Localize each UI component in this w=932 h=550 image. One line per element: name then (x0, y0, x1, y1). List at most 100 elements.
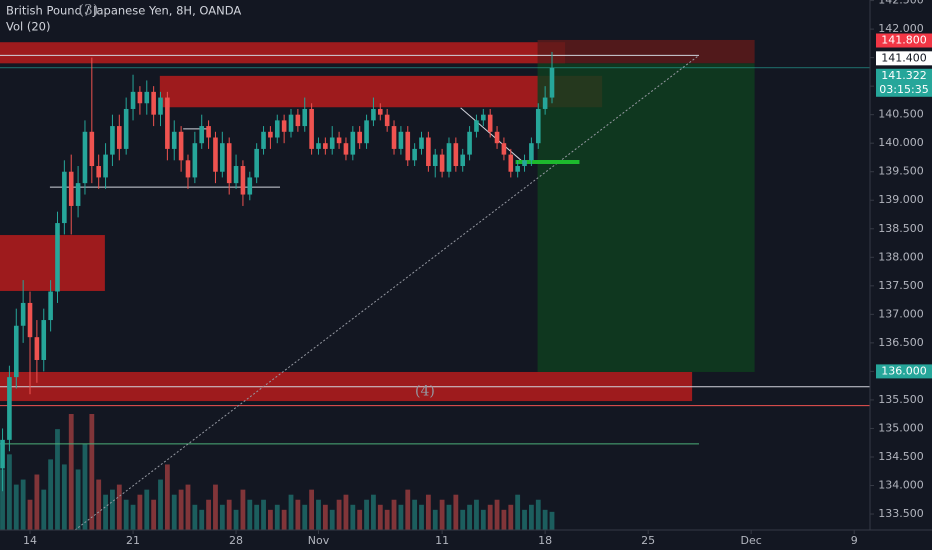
volume-bar (96, 479, 102, 530)
candle-body (41, 320, 47, 360)
candle-body (144, 91, 150, 104)
candle-body (460, 154, 466, 167)
volume-bar (419, 504, 424, 530)
y-tick-label: 133.500 (878, 507, 924, 520)
candle-body (535, 108, 541, 144)
y-tick-label: 137.000 (878, 307, 924, 320)
volume-bar (350, 504, 356, 530)
volume-bar (460, 509, 466, 530)
volume-bar (171, 494, 177, 530)
price-label: 141.400 (881, 51, 927, 64)
candle-body (130, 91, 136, 109)
candle-body (336, 137, 342, 144)
volume-bar (219, 504, 225, 530)
candle-body (261, 131, 266, 149)
volume-bar (192, 504, 198, 530)
candle-body (68, 171, 74, 206)
candle-body (302, 108, 308, 127)
volume-bar (329, 509, 335, 530)
volume-bar (281, 509, 287, 530)
volume-bar (89, 414, 95, 530)
candle-body (103, 154, 108, 178)
volume-bar (302, 504, 308, 530)
zone (537, 39, 755, 64)
candle-body (123, 108, 129, 149)
candle-body (350, 131, 356, 155)
candle-body (467, 131, 472, 155)
candle-body (419, 137, 424, 149)
volume-bar (405, 489, 411, 530)
candle-body (377, 108, 383, 115)
x-tick-label: 9 (851, 534, 858, 547)
volume-bar (144, 489, 150, 530)
candle-body (494, 131, 500, 144)
volume-bar (82, 444, 88, 530)
volume-bar (501, 509, 507, 530)
volume-bar (432, 509, 438, 530)
candle-body (34, 337, 40, 360)
volume-bar (130, 504, 136, 530)
candle-body (75, 183, 81, 206)
candle-body (117, 126, 122, 149)
price-label: 141.800 (881, 34, 927, 47)
candle-body (27, 302, 33, 338)
volume-bar (34, 474, 40, 530)
volume-bar (336, 499, 342, 530)
chart-title: British Pound / Japanese Yen, 8H, OANDA (6, 4, 241, 18)
volume-bar (0, 469, 5, 530)
volume-bar (474, 499, 479, 530)
volume-bar (274, 504, 280, 530)
candle-body (501, 143, 507, 155)
candle-body (316, 143, 321, 149)
volume-bar (20, 479, 26, 530)
candle-body (295, 114, 301, 127)
zone (159, 75, 603, 108)
candle-body (233, 166, 239, 184)
price-label-bg (876, 51, 932, 66)
candle-body (371, 108, 376, 121)
candle-body (55, 223, 60, 292)
volume-bar (288, 494, 294, 530)
volume-bar (542, 509, 548, 530)
volume-bar (247, 499, 253, 530)
volume-bar (549, 511, 555, 530)
annotation: (4) (415, 383, 435, 399)
candle-body (405, 131, 411, 161)
candle-body (240, 166, 246, 195)
volume-bar (75, 469, 81, 530)
candle-body (20, 302, 26, 326)
candle-body (268, 131, 273, 138)
volume-bar (295, 499, 301, 530)
volume-bar (48, 459, 54, 530)
candle-body (446, 143, 452, 172)
candle-body (89, 131, 95, 167)
y-tick-label: 139.500 (878, 165, 924, 178)
countdown-label: 03:15:35 (879, 83, 928, 96)
candle-body (391, 126, 397, 149)
volume-bar (137, 494, 143, 530)
zone (0, 235, 105, 291)
price-label: 136.000 (881, 364, 927, 377)
candle-body (439, 154, 445, 172)
x-tick-label: Dec (741, 534, 762, 547)
volume-bar (371, 494, 376, 530)
y-tick-label: 140.000 (878, 136, 924, 149)
candle-body (357, 131, 362, 144)
volume-bar (391, 499, 397, 530)
volume-bar (508, 504, 514, 530)
volume-bar (123, 499, 129, 530)
volume-bar (213, 484, 218, 530)
volume-bar (254, 504, 260, 530)
candle-body (96, 166, 101, 178)
candle-body (529, 143, 534, 161)
y-tick-label: 139.000 (878, 193, 924, 206)
volume-bar (522, 509, 527, 530)
volume-bar (27, 499, 33, 530)
candle-body (329, 137, 335, 149)
candle-body (213, 137, 218, 172)
price-label: 141.322 (881, 69, 927, 82)
volume-bar (268, 509, 273, 530)
volume-bar (68, 414, 74, 530)
volume-bar (103, 494, 108, 530)
